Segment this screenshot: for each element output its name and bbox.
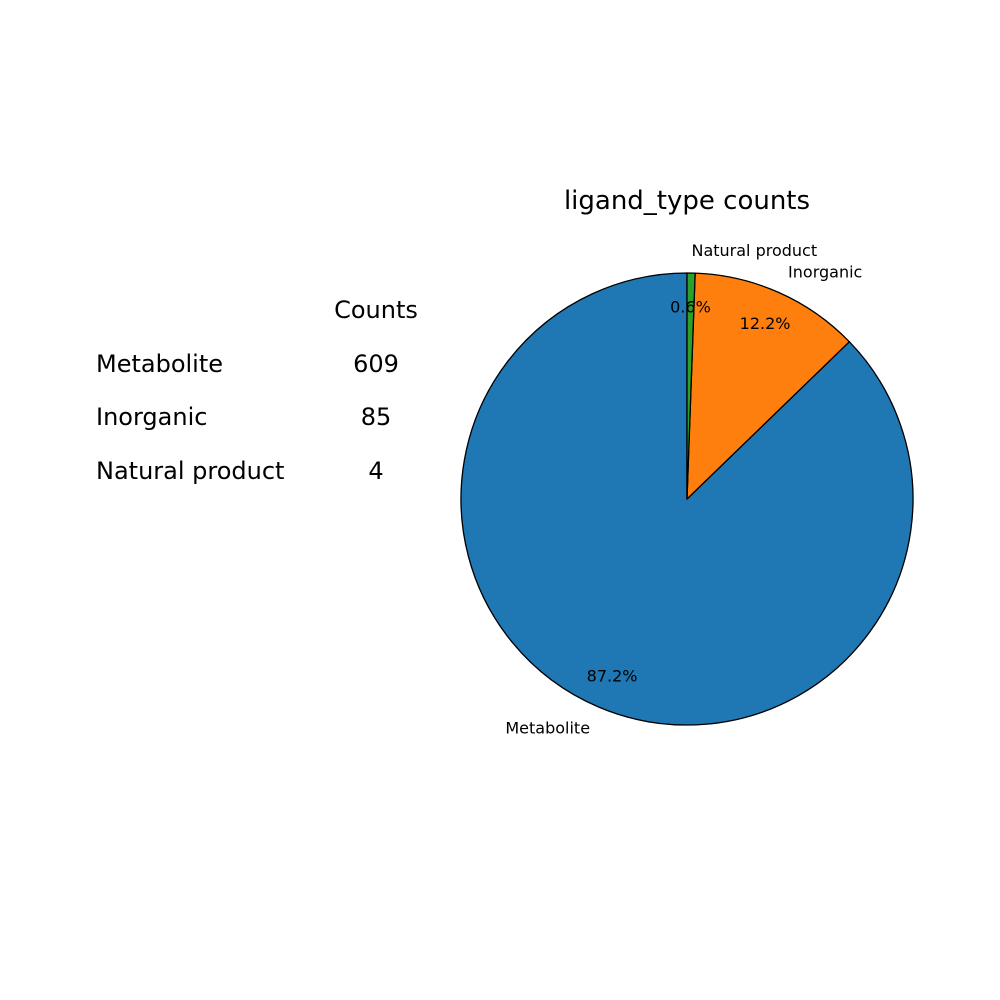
pie-slice-natural-product [686, 272, 696, 500]
pie-percent-label: 87.2% [587, 666, 638, 685]
pie-labels: Metabolite 87.2% Inorganic 12.2% Natural pro… [505, 241, 862, 737]
count-row-metabolite: Metabolite 609 [0, 346, 440, 382]
pie-category-label: Natural product [691, 241, 817, 260]
counts-header: Counts [334, 296, 418, 324]
count-value: 609 [353, 350, 399, 378]
chart-title: ligand_type counts [564, 186, 810, 216]
pie-category-label: Inorganic [788, 262, 862, 281]
pie-percent-label: 12.2% [740, 314, 791, 333]
count-label: Inorganic [96, 403, 208, 431]
pie-slice-inorganic [686, 272, 850, 500]
pie-percent-label: 0.6% [670, 297, 711, 316]
count-row-inorganic: Inorganic 85 [0, 399, 440, 435]
count-row-natural-product: Natural product 4 [0, 453, 440, 489]
pie-category-label: Metabolite [505, 718, 590, 737]
pie-slices [460, 272, 914, 726]
count-value: 85 [360, 403, 392, 431]
count-label: Natural product [96, 457, 285, 485]
count-label: Metabolite [96, 350, 224, 378]
counts-table: Counts Metabolite 609 Inorganic 85 Natur… [0, 0, 440, 1000]
count-value: 4 [368, 457, 384, 485]
